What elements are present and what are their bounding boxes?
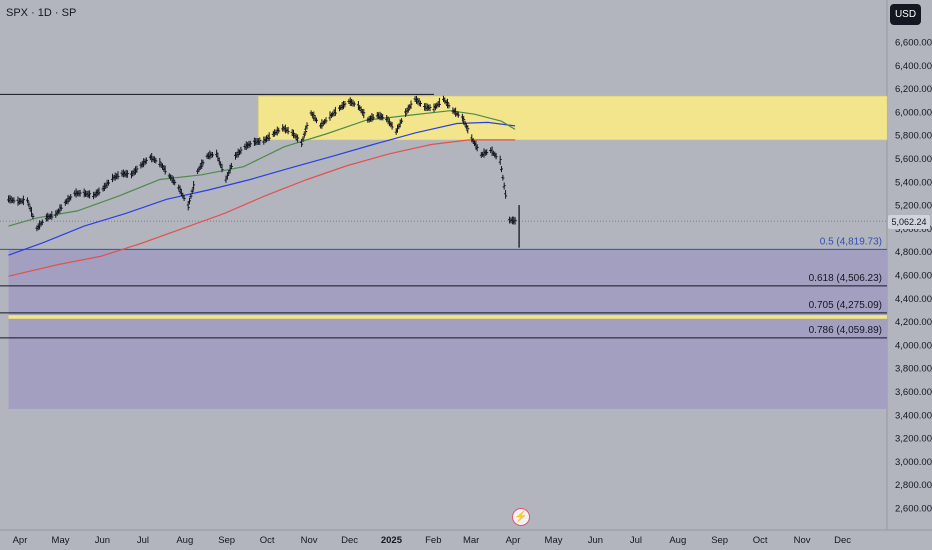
symbol-title: SPX · 1D · SP [6,7,77,19]
x-tick-label: Apr [13,535,28,546]
fib-label-0: 0.5 (4,819.73) [820,236,882,247]
x-tick-label: Apr [506,535,521,546]
y-tick-label: 6,400.00 [895,61,932,72]
y-tick-label: 6,600.00 [895,38,932,49]
x-tick-label: Jun [588,535,603,546]
y-tick-label: 2,800.00 [895,480,932,491]
x-tick-label: Oct [753,535,768,546]
y-tick-label: 5,200.00 [895,201,932,212]
x-tick-label: Mar [463,535,479,546]
y-tick-label: 5,400.00 [895,177,932,188]
x-tick-label: Jun [95,535,110,546]
x-tick-label: Nov [301,535,318,546]
x-tick-label: 2025 [381,535,403,546]
sma-blue-line [8,121,516,256]
x-tick-label: May [545,535,563,546]
x-tick-label: Sep [218,535,235,546]
y-tick-label: 3,800.00 [895,364,932,375]
y-tick-label: 5,000.00 [895,224,932,235]
y-tick-label: 4,600.00 [895,271,932,282]
price-axis-panel [887,0,932,550]
y-tick-label: 6,000.00 [895,107,932,118]
y-tick-label: 4,400.00 [895,294,932,305]
y-tick-label: 3,000.00 [895,457,932,468]
x-tick-label: Dec [834,535,851,546]
sma-green-line [8,110,516,227]
lightning-icon[interactable]: ⚡ [512,508,530,526]
price-bars [7,95,517,232]
fib-label-2: 0.705 (4,275.09) [809,300,882,311]
last-price-label: 5,062.24 [888,215,930,229]
zone-yellow-2 [8,314,888,319]
y-tick-label: 4,000.00 [895,340,932,351]
x-tick-label: Dec [341,535,358,546]
zone-yellow-0 [258,95,888,141]
x-tick-label: Oct [260,535,275,546]
fib-label-1: 0.618 (4,506.23) [809,273,882,284]
y-tick-label: 4,200.00 [895,317,932,328]
y-tick-label: 2,600.00 [895,504,932,515]
fib-label-3: 0.786 (4,059.89) [809,325,882,336]
sma-red-line [8,139,516,277]
y-tick-label: 3,400.00 [895,410,932,421]
y-tick-label: 3,600.00 [895,387,932,398]
y-tick-label: 6,200.00 [895,84,932,95]
x-tick-label: Jul [137,535,149,546]
y-tick-label: 5,800.00 [895,131,932,142]
x-tick-label: Jul [630,535,642,546]
y-tick-label: 5,600.00 [895,154,932,165]
x-tick-label: Feb [425,535,441,546]
x-tick-label: Sep [711,535,728,546]
y-tick-label: 4,800.00 [895,247,932,258]
x-tick-label: May [52,535,70,546]
y-tick-label: 3,200.00 [895,434,932,445]
x-tick-label: Aug [176,535,193,546]
x-tick-label: Aug [669,535,686,546]
currency-button[interactable]: USD [890,4,921,25]
zone-purple-1 [8,249,887,409]
x-tick-label: Nov [794,535,811,546]
